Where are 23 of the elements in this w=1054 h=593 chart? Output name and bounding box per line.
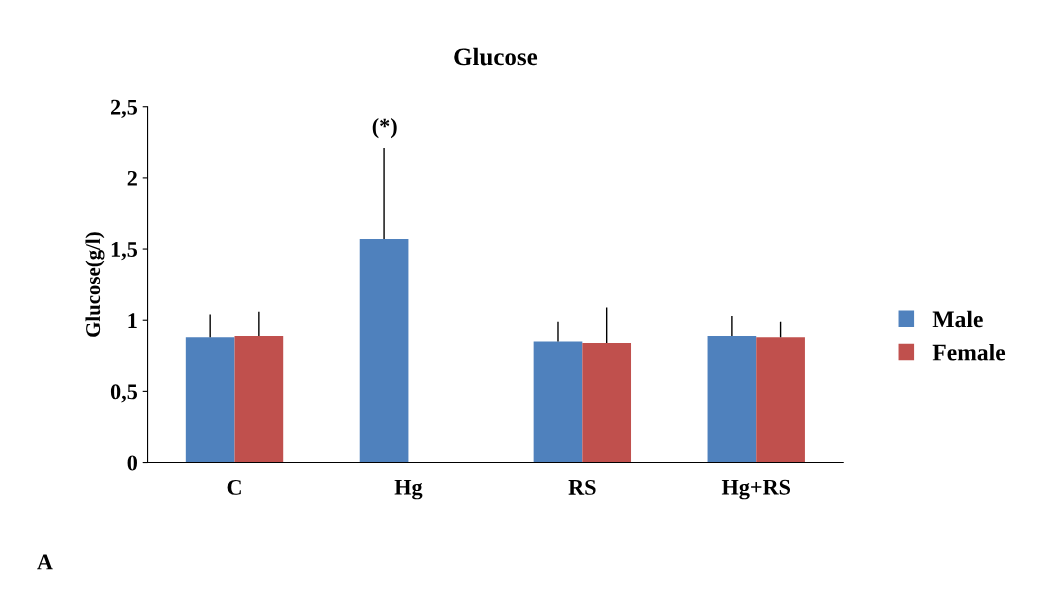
bar bbox=[359, 239, 409, 463]
y-tick-label: 0 bbox=[127, 455, 137, 471]
x-tick-label: C bbox=[227, 479, 241, 495]
x-tick-label: Hg+RS bbox=[721, 479, 791, 500]
legend-label: Female bbox=[932, 343, 1006, 361]
y-tick-label: 2 bbox=[127, 170, 137, 186]
bar bbox=[707, 335, 757, 463]
y-tick-label: 1,5 bbox=[111, 242, 138, 261]
bar bbox=[185, 337, 235, 463]
x-tick-label: Hg bbox=[394, 479, 423, 500]
bar bbox=[234, 335, 284, 463]
chart-title: Glucose bbox=[454, 47, 538, 66]
text: A bbox=[37, 554, 53, 570]
bar bbox=[756, 337, 805, 463]
bar bbox=[582, 342, 632, 463]
x-tick-label: RS bbox=[568, 479, 596, 495]
y-axis-title: Glucose(g/l) bbox=[85, 232, 105, 337]
y-tick-label: 1 bbox=[128, 313, 137, 328]
y-tick-label: 0,5 bbox=[110, 384, 138, 403]
legend-label: Male bbox=[932, 310, 983, 328]
y-tick-label: 2,5 bbox=[110, 99, 138, 118]
bar bbox=[533, 341, 583, 463]
annotation: (*) bbox=[372, 118, 397, 139]
